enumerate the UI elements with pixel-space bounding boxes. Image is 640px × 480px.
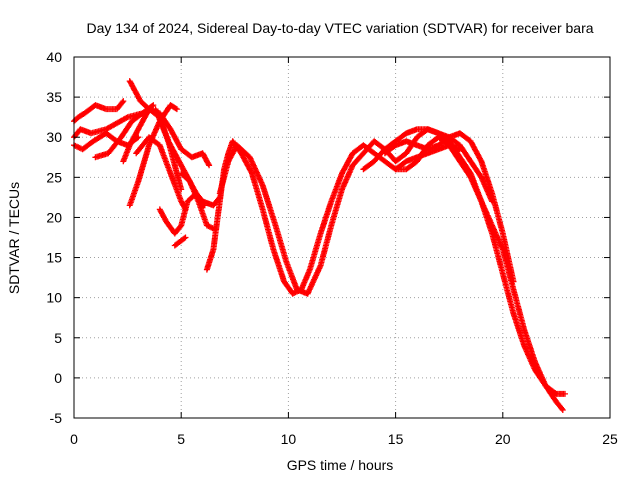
series-arc-8 — [133, 134, 189, 213]
x-tick-label: 25 — [602, 431, 618, 447]
x-tick-label: 10 — [281, 431, 297, 447]
point-markers — [126, 102, 180, 209]
y-tick-label: -5 — [50, 410, 63, 426]
series-arc-16 — [381, 130, 517, 285]
point-markers — [216, 126, 568, 397]
point-markers — [171, 234, 189, 249]
point-markers — [178, 170, 219, 233]
point-markers — [92, 106, 155, 161]
chart-title: Day 134 of 2024, Sidereal Day-to-day VTE… — [86, 20, 593, 36]
x-tick-label: 20 — [495, 431, 511, 447]
point-markers — [133, 134, 189, 213]
data-points — [71, 78, 568, 413]
x-tick-label: 5 — [177, 431, 185, 447]
x-tick-label: 0 — [70, 431, 78, 447]
series-arc-7 — [126, 102, 180, 209]
axis-ticks: 0 5 10 15 20 25 -5 0 5 10 15 20 25 30 35 40 — [46, 49, 618, 447]
point-markers — [392, 142, 463, 173]
y-tick-label: 10 — [46, 290, 62, 306]
y-tick-label: 5 — [54, 330, 62, 346]
y-tick-label: 20 — [46, 209, 62, 225]
y-tick-label: 0 — [54, 370, 62, 386]
y-tick-label: 25 — [46, 169, 62, 185]
series-arc-4 — [92, 106, 155, 161]
y-axis-label: SDTVAR / TECUs — [6, 182, 22, 294]
x-tick-label: 15 — [388, 431, 404, 447]
y-tick-label: 40 — [46, 49, 62, 65]
x-axis-label: GPS time / hours — [287, 457, 394, 473]
y-tick-label: 30 — [46, 129, 62, 145]
series-arc-17 — [392, 142, 463, 173]
series-arc-11 — [171, 234, 189, 249]
y-tick-label: 15 — [46, 250, 62, 266]
series-arc-14 — [216, 126, 568, 397]
plot-frame — [73, 56, 611, 419]
point-markers — [381, 130, 517, 285]
y-tick-label: 35 — [46, 89, 62, 105]
series-arc-12 — [178, 170, 219, 233]
